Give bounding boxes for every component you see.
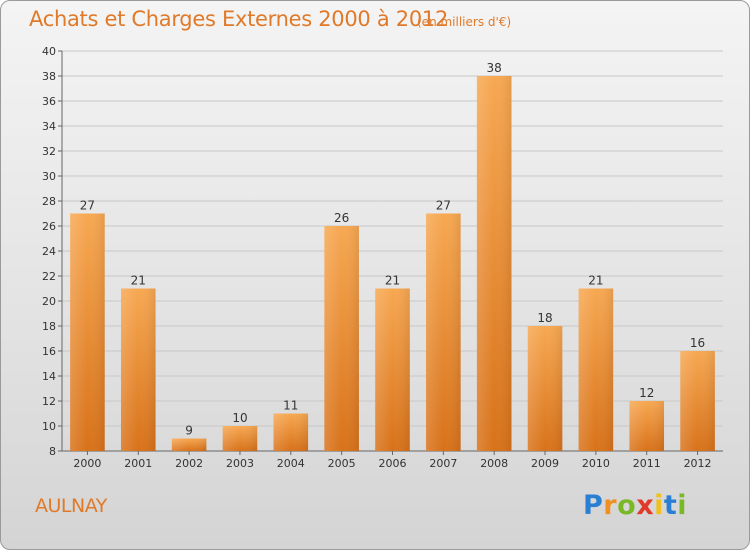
data-label: 10 — [232, 411, 247, 425]
bar-shade — [476, 76, 512, 451]
x-tick-label: 2004 — [277, 457, 305, 470]
data-label: 21 — [131, 274, 146, 288]
x-tick-label: 2011 — [633, 457, 661, 470]
y-tick-label: 22 — [42, 270, 56, 283]
data-label: 26 — [334, 211, 349, 225]
bar-shade — [527, 326, 563, 451]
data-label: 38 — [487, 61, 502, 75]
data-label: 9 — [185, 424, 193, 438]
data-label: 11 — [283, 399, 298, 413]
data-label: 21 — [385, 274, 400, 288]
logo-letter: t — [663, 490, 678, 521]
y-tick-label: 36 — [42, 95, 56, 108]
y-tick-label: 16 — [42, 345, 56, 358]
x-tick-label: 2006 — [379, 457, 407, 470]
x-tick-label: 2005 — [328, 457, 356, 470]
logo-letter: i — [654, 490, 664, 521]
x-tick-label: 2010 — [582, 457, 610, 470]
y-tick-label: 38 — [42, 70, 56, 83]
city-name: AULNAY — [35, 495, 107, 517]
bars — [70, 76, 715, 451]
bar-shade — [426, 213, 461, 451]
data-label: 16 — [690, 336, 705, 350]
x-tick-label: 2008 — [480, 457, 508, 470]
bar-shade — [222, 426, 258, 451]
data-label: 12 — [639, 386, 654, 400]
bar-shade — [375, 288, 410, 451]
logo-letter: o — [617, 490, 637, 521]
y-tick-label: 8 — [49, 445, 56, 458]
y-tick-label: 12 — [42, 395, 56, 408]
bar-shade — [578, 288, 614, 451]
x-tick-label: 2000 — [73, 457, 101, 470]
logo-letter: i — [677, 490, 688, 521]
chart-title: Achats et Charges Externes 2000 à 2012 — [29, 7, 449, 31]
y-tick-label: 40 — [42, 45, 56, 58]
x-tick-label: 2012 — [684, 457, 712, 470]
x-tick-label: 2009 — [531, 457, 559, 470]
bar-shade — [680, 351, 715, 451]
data-label: 27 — [80, 199, 95, 213]
proxiti-logo: Proxiti — [583, 490, 687, 521]
labels: 27 21 9 10 11 26 21 27 38 18 21 12 16 — [80, 61, 705, 438]
y-tick-label: 10 — [42, 420, 56, 433]
bar-shade — [273, 413, 309, 451]
y-tick-label: 14 — [42, 370, 56, 383]
bar-shade — [70, 213, 105, 451]
logo-letter: P — [583, 490, 604, 521]
x-tick-label: 2007 — [429, 457, 457, 470]
x-tick-label: 2003 — [226, 457, 254, 470]
y-tick-label: 24 — [42, 245, 56, 258]
data-label: 21 — [588, 274, 603, 288]
data-label: 18 — [537, 311, 552, 325]
bar-shade — [171, 438, 207, 451]
data-label: 27 — [436, 199, 451, 213]
logo-letter: x — [636, 490, 655, 521]
y-tick-label: 32 — [42, 145, 56, 158]
bar-shade — [629, 401, 665, 451]
chart-unit: (en milliers d'€) — [417, 15, 512, 29]
axes: 8 10 12 14 16 18 20 22 24 26 28 30 32 34 36 38 40 2000 200… — [42, 45, 723, 470]
logo-letter: r — [603, 490, 618, 521]
x-tick-label: 2002 — [175, 457, 203, 470]
y-tick-label: 26 — [42, 220, 56, 233]
y-tick-label: 20 — [42, 295, 56, 308]
y-tick-label: 28 — [42, 195, 56, 208]
bar-shade — [324, 226, 359, 451]
y-tick-label: 30 — [42, 170, 56, 183]
bar-shade — [120, 288, 156, 451]
y-tick-label: 34 — [42, 120, 56, 133]
y-tick-label: 18 — [42, 320, 56, 333]
x-tick-label: 2001 — [124, 457, 152, 470]
